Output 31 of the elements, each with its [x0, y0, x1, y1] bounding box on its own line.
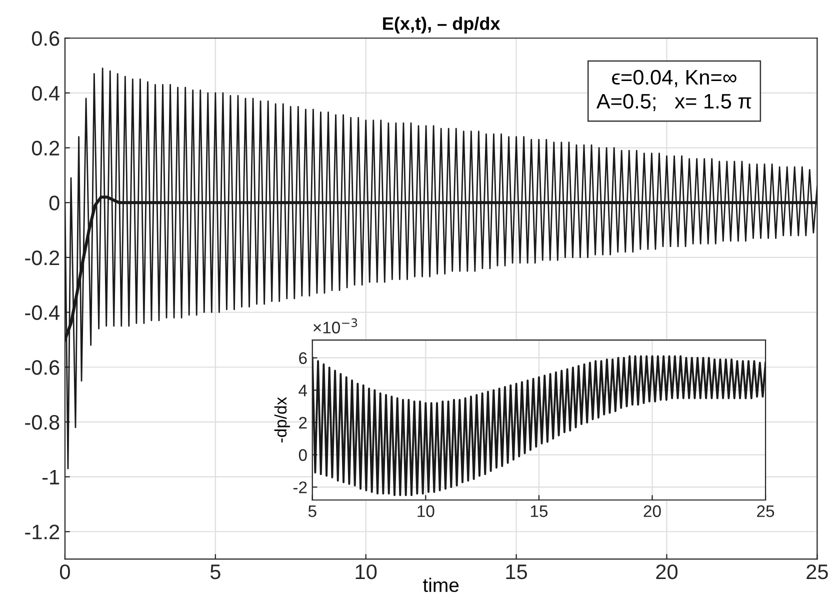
x-tick-label: 10 — [418, 505, 434, 518]
y-tick-label: -0.8 — [25, 414, 60, 430]
x-tick-label: 5 — [210, 564, 220, 580]
y-tick-label: 0.4 — [32, 86, 60, 101]
x-tick-label: 15 — [530, 505, 548, 518]
annotation: ×10$^{−3}$ — [314, 318, 358, 334]
y-tick-label: 0.6 — [32, 31, 60, 46]
y-tick-label: 4 — [298, 384, 308, 396]
y-tick-label: -0.6 — [25, 360, 60, 375]
y-axis-title: -dp/dx — [274, 397, 290, 442]
y-tick-label: 0 — [298, 449, 307, 461]
x-tick-label: 15 — [506, 564, 528, 580]
chart-title: E(x,t), – dp/dx — [383, 16, 500, 34]
x-tick-label: 20 — [656, 564, 678, 580]
x-tick-label: 10 — [356, 564, 377, 580]
x-tick-label: 20 — [644, 505, 661, 518]
y-tick-label: 0 — [49, 196, 60, 210]
y-tick-label: -1.2 — [25, 524, 60, 540]
y-tick-label: -2 — [293, 481, 307, 494]
annotation: ϵ=0.04, Kn=∞ A=0.5; x= 1.5 π — [596, 70, 752, 112]
y-tick-label: -0.2 — [25, 250, 60, 266]
y-tick-label: -1 — [42, 470, 60, 484]
x-axis-title: time — [423, 578, 459, 592]
y-tick-label: 0.2 — [32, 140, 60, 156]
x-tick-label: 0 — [60, 564, 70, 580]
y-tick-label: -0.4 — [25, 305, 60, 320]
y-tick-label: 2 — [299, 416, 307, 429]
x-tick-label: 5 — [308, 505, 316, 518]
x-tick-label: 25 — [757, 505, 774, 518]
x-tick-label: 25 — [806, 564, 828, 580]
y-tick-label: 6 — [299, 352, 307, 364]
